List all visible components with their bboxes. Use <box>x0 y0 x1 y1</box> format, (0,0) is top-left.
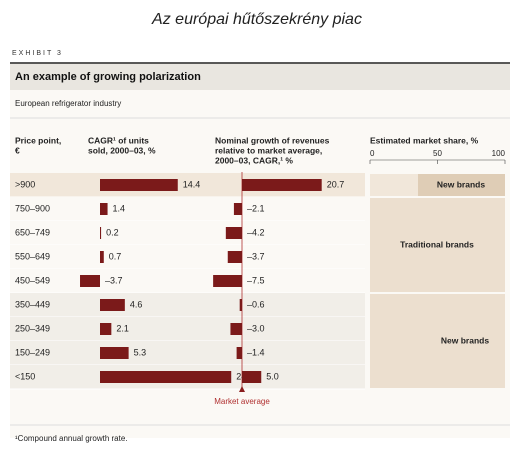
category-header: Price point, <box>15 135 61 145</box>
value-label: 4.6 <box>130 299 143 309</box>
category-header: € <box>15 145 20 155</box>
category-label: >900 <box>15 179 35 189</box>
bar <box>230 323 242 335</box>
bar <box>100 323 112 335</box>
series-header: sold, 2000–03, % <box>88 145 156 155</box>
value-label: 1.4 <box>113 203 126 213</box>
value-label: 20.7 <box>327 179 345 189</box>
series-header: 2000–03, CAGR,¹ % <box>215 155 293 165</box>
heading: An example of growing polarization <box>15 71 201 83</box>
share-header: Estimated market share, % <box>370 135 479 145</box>
subtitle: European refrigerator industry <box>15 99 121 108</box>
bar <box>100 227 102 239</box>
row-background <box>10 269 365 293</box>
value-label: –3.0 <box>247 323 265 333</box>
x-tick-label: 0 <box>370 149 375 158</box>
x-tick-label: 100 <box>492 149 506 158</box>
share-group-label: Traditional brands <box>400 239 474 249</box>
value-label: 5.0 <box>266 371 279 381</box>
value-label: –7.5 <box>247 275 265 285</box>
value-label: –3.7 <box>105 275 123 285</box>
bar <box>242 371 262 383</box>
share-label-box <box>418 174 505 196</box>
value-label: 2.1 <box>116 323 129 333</box>
share-group-label: New brands <box>441 335 489 345</box>
row-background <box>10 197 365 221</box>
category-label: 750–900 <box>15 203 50 213</box>
value-label: –4.2 <box>247 227 265 237</box>
row-background <box>10 221 365 245</box>
market-average-marker <box>239 386 245 392</box>
category-label: 250–349 <box>15 323 50 333</box>
bar <box>233 203 242 215</box>
category-label: 650–749 <box>15 227 50 237</box>
category-label: 350–449 <box>15 299 50 309</box>
bar <box>239 299 242 311</box>
bar <box>213 275 242 287</box>
bar <box>80 275 100 287</box>
share-group-label: New brands <box>437 179 485 189</box>
bar <box>236 347 242 359</box>
bar <box>100 371 232 383</box>
row-background <box>10 245 365 269</box>
category-label: <150 <box>15 371 35 381</box>
chart-title: Az európai hűtőszekrény piac <box>151 11 362 28</box>
share-block <box>370 294 505 388</box>
category-label: 450–549 <box>15 275 50 285</box>
row-background <box>10 317 365 341</box>
share-block <box>370 198 505 292</box>
value-label: 14.4 <box>183 179 201 189</box>
value-label: 0.2 <box>106 227 119 237</box>
annotation: Market average <box>214 397 270 406</box>
category-label: 150–249 <box>15 347 50 357</box>
bar <box>227 251 242 263</box>
bar <box>100 299 125 311</box>
x-tick-label: 50 <box>433 149 442 158</box>
value-label: –2.1 <box>247 203 265 213</box>
bar <box>100 179 178 191</box>
value-label: 0.7 <box>109 251 122 261</box>
row-background <box>10 293 365 317</box>
row-background <box>10 341 365 365</box>
bar <box>242 179 322 191</box>
footnote: ¹Compound annual growth rate. <box>15 434 128 443</box>
category-label: 550–649 <box>15 251 50 261</box>
bar <box>100 347 129 359</box>
value-label: 5.3 <box>134 347 147 357</box>
bar <box>100 251 104 263</box>
series-header: relative to market average, <box>215 145 322 155</box>
series-header: Nominal growth of revenues <box>215 135 330 145</box>
bar <box>100 203 108 215</box>
heading-bar <box>10 64 510 90</box>
series-header: CAGR¹ of units <box>88 135 149 145</box>
bar <box>225 227 242 239</box>
value-label: –1.4 <box>247 347 265 357</box>
value-label: –0.6 <box>247 299 265 309</box>
value-label: –3.7 <box>247 251 265 261</box>
exhibit-label: EXHIBIT 3 <box>12 50 63 57</box>
